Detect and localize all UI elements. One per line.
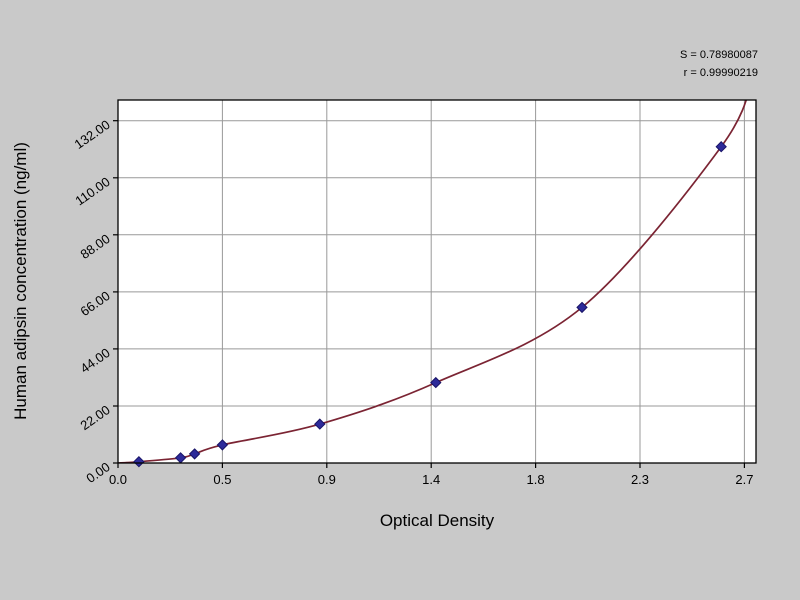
y-axis-title: Human adipsin concentration (ng/ml) xyxy=(11,142,30,420)
y-tick-label: 88.00 xyxy=(77,231,112,262)
x-tick-label: 2.7 xyxy=(735,472,753,487)
x-tick-label: 0.0 xyxy=(109,472,127,487)
x-tick-label: 0.9 xyxy=(318,472,336,487)
data-point-marker xyxy=(133,455,145,468)
stat-correlation: r = 0.99990219 xyxy=(684,67,758,79)
y-tick-label: 110.00 xyxy=(72,174,112,209)
stat-standard-error: S = 0.78980087 xyxy=(680,49,758,61)
data-point-marker xyxy=(314,418,326,430)
data-points xyxy=(133,140,727,468)
x-tick-label: 2.3 xyxy=(631,472,649,487)
y-tick-label: 66.00 xyxy=(77,288,112,319)
x-axis-title: Optical Density xyxy=(380,511,495,530)
data-point-marker xyxy=(576,301,588,314)
x-tick-label: 1.4 xyxy=(422,472,440,487)
x-tick-labels: 0.0 0.5 0.9 1.4 1.8 2.3 2.7 xyxy=(109,472,753,487)
data-point-marker xyxy=(188,448,201,460)
y-tick-label: 44.00 xyxy=(77,345,112,376)
axis-tick-marks xyxy=(113,120,746,468)
x-tick-label: 0.5 xyxy=(213,472,231,487)
grid-lines xyxy=(117,100,756,464)
y-tick-label: 22.00 xyxy=(77,402,112,433)
plot-border xyxy=(117,99,757,464)
data-point-marker xyxy=(430,376,442,389)
data-point-marker xyxy=(715,140,727,153)
x-tick-label: 1.8 xyxy=(527,472,545,487)
y-tick-label: 132.00 xyxy=(72,117,113,152)
data-point-marker xyxy=(216,439,229,451)
plot-area xyxy=(118,100,756,463)
